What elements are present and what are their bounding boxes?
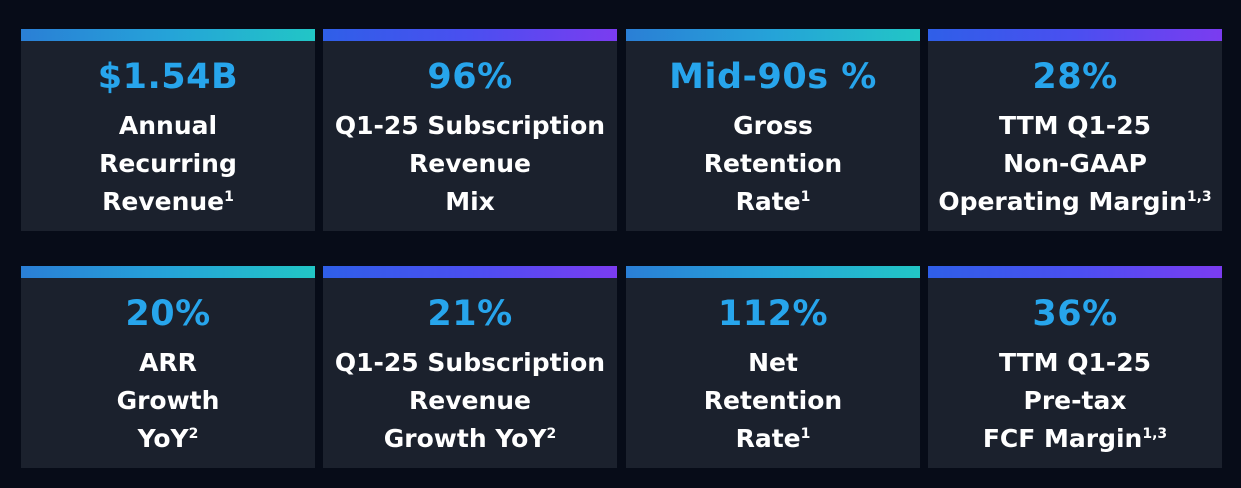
metric-label-line: Rate1 <box>735 424 811 453</box>
metric-label-line: Revenue <box>408 149 531 178</box>
metric-value: 21% <box>427 294 513 334</box>
metric-label-line: FCF Margin1,3 <box>982 424 1168 453</box>
card-accent-bar <box>928 29 1222 41</box>
metric-label-line: Annual <box>118 111 218 140</box>
metric-label-line: Net <box>748 348 798 377</box>
metric-label: Gross Retention Rate1 <box>626 107 920 221</box>
metric-card-subscription-mix: 96% Q1-25 Subscription Revenue Mix <box>323 29 617 231</box>
card-accent-bar <box>323 29 617 41</box>
metric-label: Net Retention Rate1 <box>626 344 920 458</box>
metric-value: 96% <box>427 57 513 97</box>
metric-label-line: Q1-25 Subscription <box>334 348 606 377</box>
metric-label-line: Rate1 <box>735 187 811 216</box>
metric-label: Annual Recurring Revenue1 <box>21 107 315 221</box>
card-accent-bar <box>626 29 920 41</box>
metric-label-line: Retention <box>703 386 843 415</box>
footnote-marker: 2 <box>188 426 199 442</box>
metric-label-line: Pre-tax <box>1023 386 1127 415</box>
metric-label-line: Gross <box>733 111 813 140</box>
footnote-marker: 1 <box>800 189 811 205</box>
metric-value: Mid-90s % <box>669 57 877 97</box>
metric-label-line: Operating Margin1,3 <box>938 187 1212 216</box>
card-accent-bar <box>626 266 920 278</box>
metric-value: 112% <box>717 294 829 334</box>
metric-label: TTM Q1-25 Pre-tax FCF Margin1,3 <box>928 344 1222 458</box>
metric-card-fcf-margin: 36% TTM Q1-25 Pre-tax FCF Margin1,3 <box>928 266 1222 468</box>
metric-label-line: Retention <box>703 149 843 178</box>
metric-value: 28% <box>1032 57 1118 97</box>
metric-card-gross-retention: Mid-90s % Gross Retention Rate1 <box>626 29 920 231</box>
card-accent-bar <box>323 266 617 278</box>
footnote-marker: 1,3 <box>1142 426 1168 442</box>
metric-label-line: Revenue <box>408 386 531 415</box>
card-accent-bar <box>928 266 1222 278</box>
metric-label-line: YoY2 <box>137 424 199 453</box>
card-accent-bar <box>21 266 315 278</box>
footnote-marker: 1 <box>224 189 234 205</box>
card-accent-bar <box>21 29 315 41</box>
metric-value: 36% <box>1032 294 1118 334</box>
metric-label-line: Recurring <box>99 149 237 178</box>
metric-card-arr-growth: 20% ARR Growth YoY2 <box>21 266 315 468</box>
footnote-marker: 1,3 <box>1186 189 1212 205</box>
metric-label: ARR Growth YoY2 <box>21 344 315 458</box>
metric-label: TTM Q1-25 Non-GAAP Operating Margin1,3 <box>928 107 1222 221</box>
metric-label-line: Q1-25 Subscription <box>334 111 606 140</box>
metric-label-line: Revenue1 <box>102 187 234 216</box>
metric-value: 20% <box>125 294 211 334</box>
metric-label-line: TTM Q1-25 <box>998 111 1152 140</box>
metric-label: Q1-25 Subscription Revenue Growth YoY2 <box>323 344 617 458</box>
metric-label-line: Growth YoY2 <box>383 424 557 453</box>
metric-label: Q1-25 Subscription Revenue Mix <box>323 107 617 221</box>
metric-label-line: Growth <box>116 386 220 415</box>
metric-card-subscription-growth: 21% Q1-25 Subscription Revenue Growth Yo… <box>323 266 617 468</box>
footnote-marker: 2 <box>546 426 557 442</box>
metric-label-line: TTM Q1-25 <box>998 348 1152 377</box>
footnote-marker: 1 <box>800 426 811 442</box>
metric-card-operating-margin: 28% TTM Q1-25 Non-GAAP Operating Margin1… <box>928 29 1222 231</box>
metric-label-line: Non-GAAP <box>1003 149 1147 178</box>
metric-label-line: ARR <box>139 348 197 377</box>
metric-card-arr: $1.54B Annual Recurring Revenue1 <box>21 29 315 231</box>
metric-card-net-retention: 112% Net Retention Rate1 <box>626 266 920 468</box>
metric-label-line: Mix <box>445 187 495 216</box>
metric-value: $1.54B <box>97 57 239 97</box>
